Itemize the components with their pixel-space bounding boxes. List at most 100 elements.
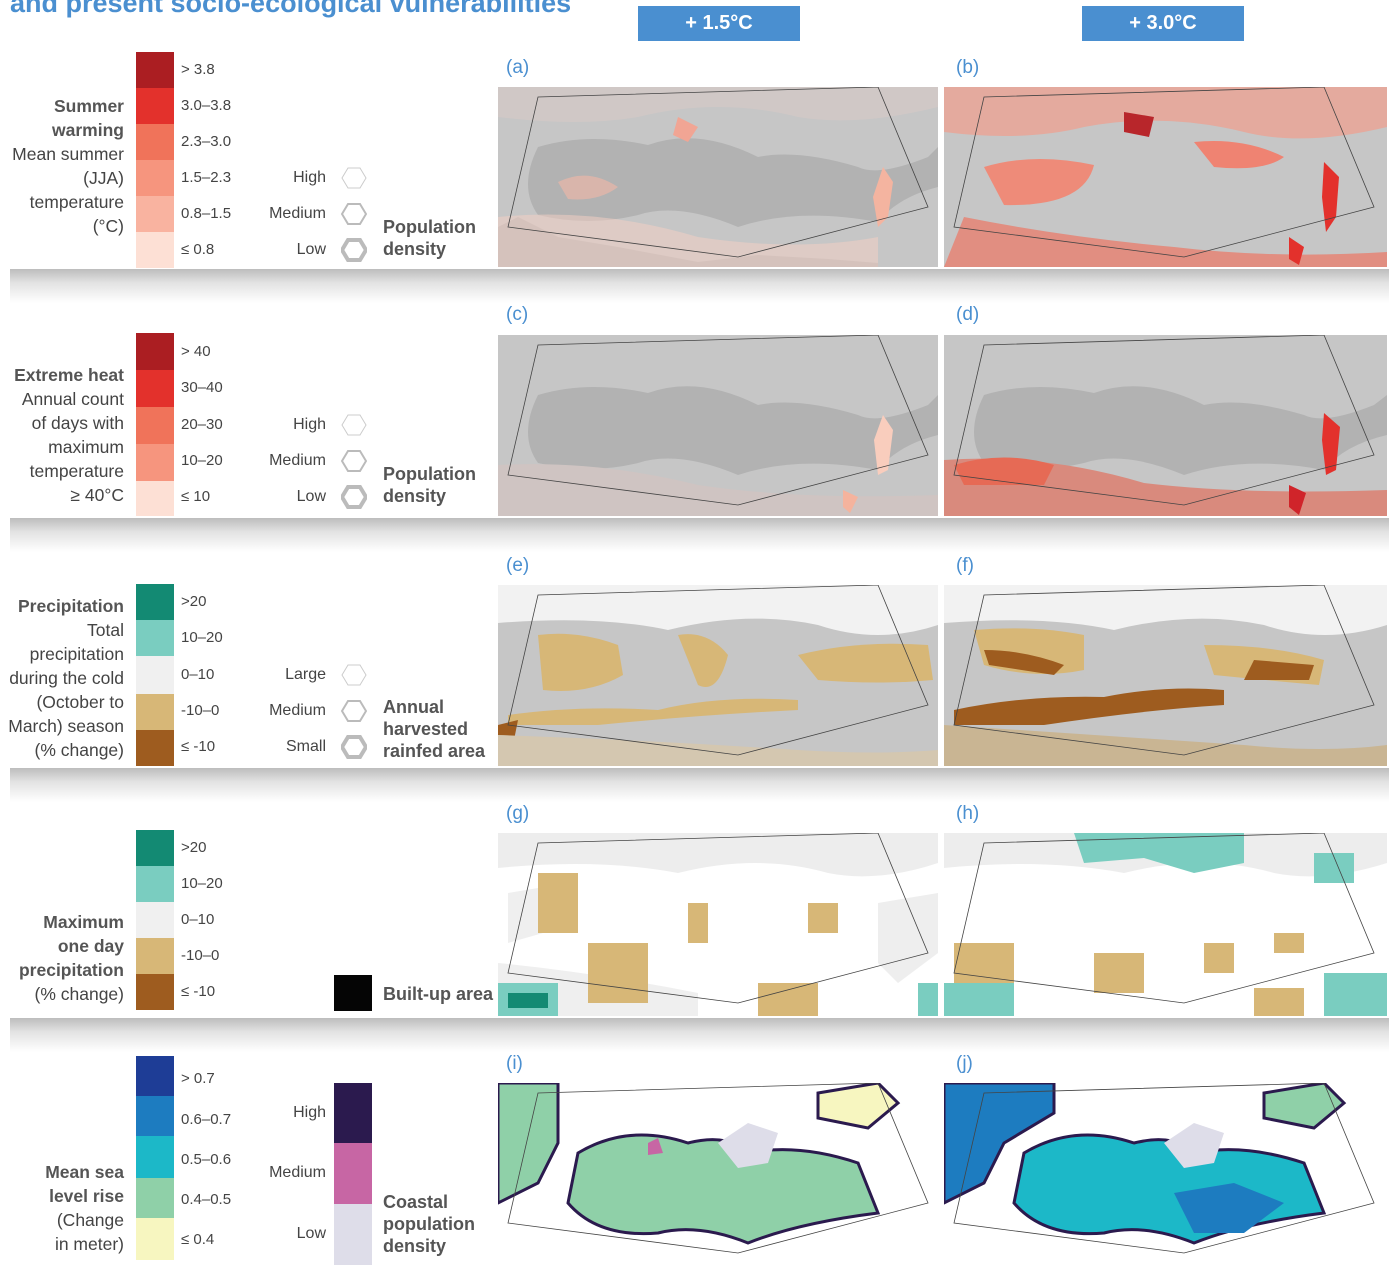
class-label: 0–10 — [181, 666, 215, 683]
class-label: ≤ 0.4 — [181, 1231, 215, 1248]
swatch-class-6 — [136, 232, 174, 268]
class-label: ≤ 10 — [181, 488, 211, 505]
hexagon-large-icon — [341, 238, 367, 262]
swatch-class-1 — [136, 1056, 174, 1096]
hexagon-medium-icon — [341, 203, 367, 225]
swatch-class-5 — [136, 196, 174, 232]
swatch-class-2 — [136, 866, 174, 902]
swatch-class-1 — [136, 584, 174, 620]
row-max-one-day-precipitation: Maximum one day precipitation (% change)… — [0, 800, 1389, 1052]
map-panel-c — [498, 335, 938, 516]
swatch-class-4 — [136, 1178, 174, 1218]
class-label: ≤ 0.8 — [181, 241, 215, 258]
panel-label-c: (c) — [506, 304, 529, 325]
overlay-legend-title: Population density — [383, 464, 476, 506]
hexagon-small-icon — [341, 167, 367, 189]
class-label: 3.0–3.8 — [181, 97, 232, 114]
map-panel-b — [944, 87, 1387, 267]
map-panel-d — [944, 335, 1387, 516]
hexagon-small-icon — [341, 414, 367, 436]
hex-level-label: Medium — [269, 452, 326, 469]
figure-title: and present socio-ecological vulnerabili… — [10, 0, 572, 18]
swatch-class-1 — [136, 333, 174, 370]
scenario-header-1-5: + 1.5°C — [638, 6, 800, 41]
swatch-class-2 — [136, 88, 174, 124]
class-label: 10–20 — [181, 452, 223, 469]
swatch-class-5 — [136, 974, 174, 1010]
class-label: 1.5–2.3 — [181, 169, 232, 186]
class-label: -10–0 — [181, 702, 220, 719]
scenario-header-3-0: + 3.0°C — [1082, 6, 1244, 41]
swatch-class-4 — [136, 444, 174, 481]
hex-level-label: Large — [285, 666, 326, 683]
swatch-class-3 — [136, 902, 174, 938]
swatch-class-3 — [136, 407, 174, 444]
hex-level-label: Medium — [269, 702, 326, 719]
hex-level-label: Low — [296, 241, 326, 258]
class-label: > 40 — [181, 343, 211, 360]
swatch-class-1 — [136, 52, 174, 88]
hex-level-label: High — [293, 416, 326, 433]
class-label: ≤ -10 — [181, 738, 216, 755]
panel-label-a: (a) — [506, 57, 530, 78]
row-divider — [10, 269, 1389, 303]
panel-label-j: (j) — [956, 1053, 973, 1074]
hex-level-label: Low — [296, 488, 326, 505]
panel-label-f: (f) — [956, 555, 974, 576]
variable-label: Extreme heat Annual count of days with m… — [14, 365, 124, 505]
variable-label: Maximum one day precipitation (% change) — [18, 912, 124, 1004]
built-up-swatch — [334, 975, 372, 1011]
row-extreme-heat: Extreme heat Annual count of days with m… — [0, 300, 1389, 552]
panel-label-i: (i) — [506, 1053, 523, 1074]
swatch-class-4 — [136, 160, 174, 196]
class-label: 30–40 — [181, 379, 223, 396]
panel-label-b: (b) — [956, 57, 980, 78]
class-label: 0.4–0.5 — [181, 1191, 232, 1208]
row-divider — [10, 1018, 1389, 1052]
class-label: >20 — [181, 839, 207, 856]
coastal-level-label: Medium — [269, 1164, 326, 1181]
variable-label: Summer warming Mean summer (JJA) tempera… — [12, 96, 124, 236]
coastal-swatch-low — [334, 1204, 372, 1265]
panel-label-h: (h) — [956, 803, 980, 824]
class-label: 0.6–0.7 — [181, 1111, 232, 1128]
swatch-class-3 — [136, 656, 174, 694]
map-panel-g — [498, 833, 938, 1016]
hex-level-label: Small — [285, 738, 326, 755]
class-label: 0–10 — [181, 911, 215, 928]
swatch-class-5 — [136, 730, 174, 766]
row-summer-warming: Summer warming Mean summer (JJA) tempera… — [0, 50, 1389, 303]
hexagon-large-icon — [341, 485, 367, 509]
map-panel-e — [498, 585, 938, 766]
class-label: > 0.7 — [181, 1070, 215, 1087]
map-panel-i — [498, 1083, 938, 1265]
class-label: > 3.8 — [181, 61, 215, 78]
hex-level-label: Medium — [269, 205, 326, 222]
class-label: 10–20 — [181, 875, 223, 892]
overlay-legend-title: Annual harvested rainfed area — [383, 697, 486, 761]
map-panel-f — [944, 585, 1387, 766]
class-label: ≤ -10 — [181, 983, 216, 1000]
overlay-legend-title: Coastal population density — [383, 1192, 475, 1256]
map-panel-j — [944, 1083, 1387, 1265]
coastal-swatch-medium — [334, 1143, 372, 1204]
swatch-class-5 — [136, 1218, 174, 1260]
class-label: -10–0 — [181, 947, 220, 964]
swatch-class-3 — [136, 124, 174, 160]
swatch-class-2 — [136, 1096, 174, 1136]
swatch-class-2 — [136, 620, 174, 656]
class-label: 0.8–1.5 — [181, 205, 232, 222]
hexagon-small-icon — [341, 664, 367, 686]
panel-label-e: (e) — [506, 555, 530, 576]
row-mean-sea-level-rise: Mean sea level rise (Change in meter) > … — [0, 1050, 1389, 1270]
overlay-legend-title: Built-up area — [383, 984, 494, 1004]
row-divider — [10, 768, 1389, 802]
coastal-level-label: Low — [296, 1225, 326, 1242]
swatch-class-3 — [136, 1136, 174, 1178]
class-label: 10–20 — [181, 629, 223, 646]
class-label: >20 — [181, 593, 207, 610]
row-divider — [10, 518, 1389, 552]
coastal-swatch-high — [334, 1083, 372, 1143]
class-label: 2.3–3.0 — [181, 133, 232, 150]
swatch-class-4 — [136, 938, 174, 974]
